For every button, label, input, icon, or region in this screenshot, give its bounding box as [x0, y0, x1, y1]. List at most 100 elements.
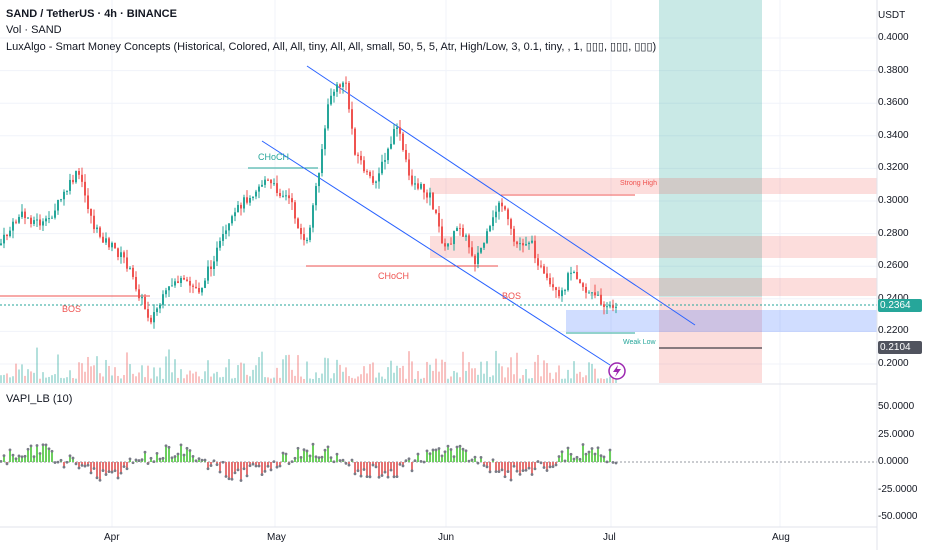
candle-body — [396, 127, 398, 130]
osc-dot — [32, 455, 36, 459]
osc-bar — [114, 462, 116, 471]
volume-bar — [471, 368, 473, 383]
candle-body — [528, 242, 530, 245]
osc-dot — [113, 469, 117, 473]
candle-body — [342, 82, 344, 87]
osc-dot — [0, 460, 3, 463]
osc-dot — [8, 448, 12, 452]
volume-bar — [18, 369, 20, 383]
volume-bar — [21, 364, 23, 383]
osc-bar — [105, 462, 107, 475]
symbol-title[interactable]: SAND / TetherUS · 4h · BINANCE — [6, 8, 177, 20]
candle-body — [411, 175, 413, 185]
osc-dot — [215, 463, 219, 467]
volume-bar — [339, 364, 341, 383]
volume-bar — [99, 373, 101, 383]
osc-dot — [500, 468, 504, 472]
osc-dot — [581, 443, 585, 446]
osc-dot — [80, 463, 84, 467]
osc-dot — [362, 468, 366, 471]
candle-body — [237, 204, 239, 213]
volume-bar — [459, 377, 461, 383]
osc-dot — [224, 475, 228, 478]
lightning-icon[interactable] — [608, 362, 626, 380]
osc-bar — [450, 449, 452, 462]
osc-dot — [104, 473, 108, 476]
osc-bar — [432, 449, 434, 462]
osc-bar — [483, 462, 485, 466]
osc-bar — [309, 455, 311, 462]
volume-bar — [237, 365, 239, 383]
candle-body — [39, 219, 41, 226]
osc-bar — [42, 444, 44, 462]
volume-bar — [501, 366, 503, 383]
candle-body — [363, 160, 365, 172]
candle-body — [219, 240, 221, 248]
osc-dot — [14, 457, 18, 461]
volume-bar — [117, 375, 119, 383]
candle-body — [474, 255, 476, 265]
volume-bar — [606, 378, 608, 383]
osc-bar — [474, 457, 476, 462]
volume-bar — [378, 372, 380, 383]
candle-body — [567, 273, 569, 291]
candle-body — [534, 240, 536, 259]
osc-dot — [422, 460, 426, 464]
osc-bar — [336, 454, 338, 462]
osc-bar — [489, 462, 491, 472]
osc-dot — [284, 452, 288, 456]
osc-bar — [129, 458, 131, 462]
osc-dot — [389, 468, 393, 472]
candle-body — [579, 279, 581, 284]
osc-dot — [248, 464, 252, 468]
osc-dot — [599, 454, 603, 457]
osc-dot — [347, 463, 351, 467]
candle-body — [432, 192, 434, 210]
volume-bar — [546, 363, 548, 383]
volume-bar — [480, 361, 482, 383]
volume-bar — [57, 354, 59, 383]
volume-bar — [549, 372, 551, 383]
indicator-legend[interactable]: LuxAlgo - Smart Money Concepts (Historic… — [6, 41, 657, 53]
osc-bar — [456, 446, 458, 462]
osc-dot — [116, 476, 120, 480]
volume-bar — [444, 361, 446, 383]
bos-label-mid: BOS — [502, 291, 522, 301]
osc-dot — [125, 467, 129, 471]
osc-dot — [554, 463, 558, 467]
candle-body — [402, 133, 404, 150]
volume-bar — [240, 362, 242, 383]
osc-bar — [225, 462, 227, 477]
volume-bar — [423, 377, 425, 383]
volume-bar — [393, 372, 395, 383]
osc-dot — [437, 447, 441, 450]
candle-body — [591, 292, 593, 294]
volume-bar — [300, 376, 302, 383]
price-tick: 0.2000 — [878, 358, 909, 369]
volume-bar — [108, 365, 110, 383]
osc-bar — [369, 462, 371, 477]
osc-bar — [108, 462, 110, 472]
candle-body — [210, 266, 212, 269]
currency-label[interactable]: USDT — [878, 10, 906, 21]
candle-body — [462, 228, 464, 237]
osc-dot — [395, 475, 399, 478]
candle-body — [255, 191, 257, 197]
osc-dot — [119, 471, 123, 475]
osc-dot — [323, 448, 327, 452]
oscillator-legend[interactable]: VAPI_LB (10) — [6, 393, 73, 405]
volume-bar — [120, 378, 122, 383]
osc-bar — [90, 462, 92, 473]
candle-body — [66, 190, 68, 192]
osc-dot — [173, 455, 177, 458]
osc-bar — [426, 450, 428, 462]
osc-dot — [221, 460, 225, 464]
osc-bar — [375, 462, 377, 467]
volume-bar — [519, 378, 521, 383]
osc-dot — [605, 460, 609, 464]
volume-legend[interactable]: Vol · SAND — [6, 24, 62, 36]
osc-bar — [51, 451, 53, 462]
osc-bar — [63, 462, 65, 468]
candle-body — [141, 297, 143, 299]
